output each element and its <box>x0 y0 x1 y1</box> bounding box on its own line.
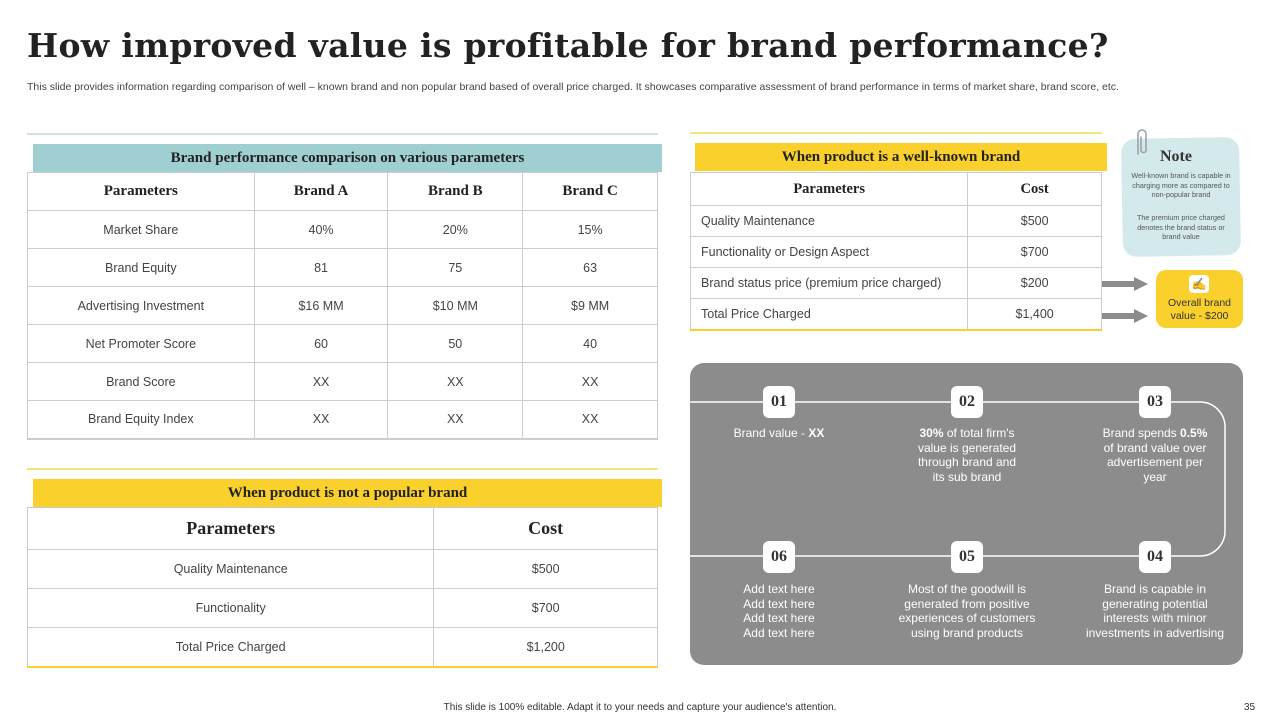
table-cell: 40% <box>253 210 389 249</box>
table-cell: Brand Equity Index <box>27 400 255 439</box>
step-number: 06 <box>763 541 795 573</box>
arrow-right-icon <box>1102 277 1148 291</box>
table-cell: $9 MM <box>522 286 658 325</box>
table-cell: 40 <box>522 324 658 363</box>
step-text: Brand spends 0.5% of brand value over ad… <box>1102 426 1208 484</box>
table-cell: XX <box>253 400 389 439</box>
table-cell: XX <box>253 362 389 401</box>
table-row: Total Price Charged $1,400 <box>689 298 1102 330</box>
well-known-cost-table: Parameters Cost Quality Maintenance $500… <box>689 172 1102 331</box>
brand-comparison-table: Parameters Brand A Brand B Brand C Marke… <box>27 172 658 440</box>
table-cell: 15% <box>522 210 658 249</box>
table-row: Advertising Investment $16 MM $10 MM $9 … <box>27 286 658 325</box>
footer-text: This slide is 100% editable. Adapt it to… <box>443 702 837 713</box>
note-text: The premium price charged denotes the br… <box>1137 213 1225 241</box>
page-number: 35 <box>1244 702 1256 713</box>
table-cell: $500 <box>967 205 1102 237</box>
table-cell: Quality Maintenance <box>689 205 969 237</box>
step-text: Brand is capable in generating potential… <box>1085 582 1225 640</box>
table-cell: Total Price Charged <box>689 298 969 330</box>
table-cell: $700 <box>967 236 1102 268</box>
step-text: Brand value - XX <box>733 426 825 440</box>
not-popular-heading: When product is not a popular brand <box>33 479 662 507</box>
note-text: Well-known brand is capable in charging … <box>1131 171 1231 199</box>
table-cell: Total Price Charged <box>26 627 435 667</box>
table-row: Brand status price (premium price charge… <box>689 267 1102 299</box>
table-cell: 50 <box>387 324 524 363</box>
table-cell: Net Promoter Score <box>27 324 255 363</box>
step-text: 30% of total firm's value is generated t… <box>917 426 1017 484</box>
arrow-right-icon <box>1102 309 1148 323</box>
table-row: Functionality $700 <box>26 588 658 628</box>
step-number: 04 <box>1139 541 1171 573</box>
step-number: 02 <box>951 386 983 418</box>
well-known-heading: When product is a well-known brand <box>695 143 1107 171</box>
table-cell: 63 <box>522 248 658 287</box>
table-cell: 20% <box>387 210 524 249</box>
divider-rule <box>690 132 1102 134</box>
hand-coin-icon: ✍ <box>1189 275 1209 293</box>
table-cell: Functionality or Design Aspect <box>689 236 969 268</box>
table-cell: XX <box>522 362 658 401</box>
comparison-heading: Brand performance comparison on various … <box>33 144 662 172</box>
table-row: Brand Equity Index XX XX XX <box>27 400 658 439</box>
column-header: Parameters <box>689 172 969 206</box>
divider-rule <box>27 133 658 135</box>
process-flow-lines <box>690 401 1226 557</box>
table-cell: 81 <box>253 248 389 287</box>
table-cell: XX <box>387 400 524 439</box>
table-cell: $500 <box>433 549 658 589</box>
column-header: Brand B <box>387 172 524 211</box>
step-number: 01 <box>763 386 795 418</box>
table-cell: Functionality <box>26 588 435 628</box>
table-cell: $16 MM <box>253 286 389 325</box>
column-header: Brand A <box>253 172 389 211</box>
column-header: Brand C <box>522 172 658 211</box>
table-row: Market Share 40% 20% 15% <box>27 210 658 249</box>
step-text: Add text here Add text here Add text her… <box>743 582 815 640</box>
table-cell: XX <box>387 362 524 401</box>
column-header: Parameters <box>26 507 435 550</box>
column-header: Cost <box>433 507 658 550</box>
step-number: 05 <box>951 541 983 573</box>
page-title: How improved value is profitable for bra… <box>27 26 1109 65</box>
page-subtitle: This slide provides information regardin… <box>27 81 1119 93</box>
table-row: Brand Equity 81 75 63 <box>27 248 658 287</box>
step-text: Most of the goodwill is generated from p… <box>898 582 1036 640</box>
overall-value-text: Overall brand value - $200 <box>1167 297 1232 322</box>
column-header: Parameters <box>27 172 255 211</box>
table-row: Brand Score XX XX XX <box>27 362 658 401</box>
table-cell: 75 <box>387 248 524 287</box>
table-cell: 60 <box>253 324 389 363</box>
table-row: Functionality or Design Aspect $700 <box>689 236 1102 268</box>
table-cell: $200 <box>967 267 1102 299</box>
column-header: Cost <box>967 172 1102 206</box>
table-cell: $700 <box>433 588 658 628</box>
table-cell: Brand Score <box>27 362 255 401</box>
divider-rule <box>27 468 658 470</box>
table-cell: $10 MM <box>387 286 524 325</box>
table-cell: $1,200 <box>433 627 658 667</box>
table-cell: $1,400 <box>967 298 1102 330</box>
note-title: Note <box>1160 148 1192 165</box>
table-row: Net Promoter Score 60 50 40 <box>27 324 658 363</box>
table-cell: Quality Maintenance <box>26 549 435 589</box>
table-cell: Brand status price (premium price charge… <box>689 267 969 299</box>
table-cell: Brand Equity <box>27 248 255 287</box>
table-cell: XX <box>522 400 658 439</box>
not-popular-cost-table: Parameters Cost Quality Maintenance $500… <box>26 507 658 668</box>
table-row: Quality Maintenance $500 <box>26 549 658 589</box>
step-number: 03 <box>1139 386 1171 418</box>
table-cell: Market Share <box>27 210 255 249</box>
table-row: Total Price Charged $1,200 <box>26 627 658 667</box>
table-cell: Advertising Investment <box>27 286 255 325</box>
paperclip-icon <box>1137 129 1147 155</box>
table-row: Quality Maintenance $500 <box>689 205 1102 237</box>
